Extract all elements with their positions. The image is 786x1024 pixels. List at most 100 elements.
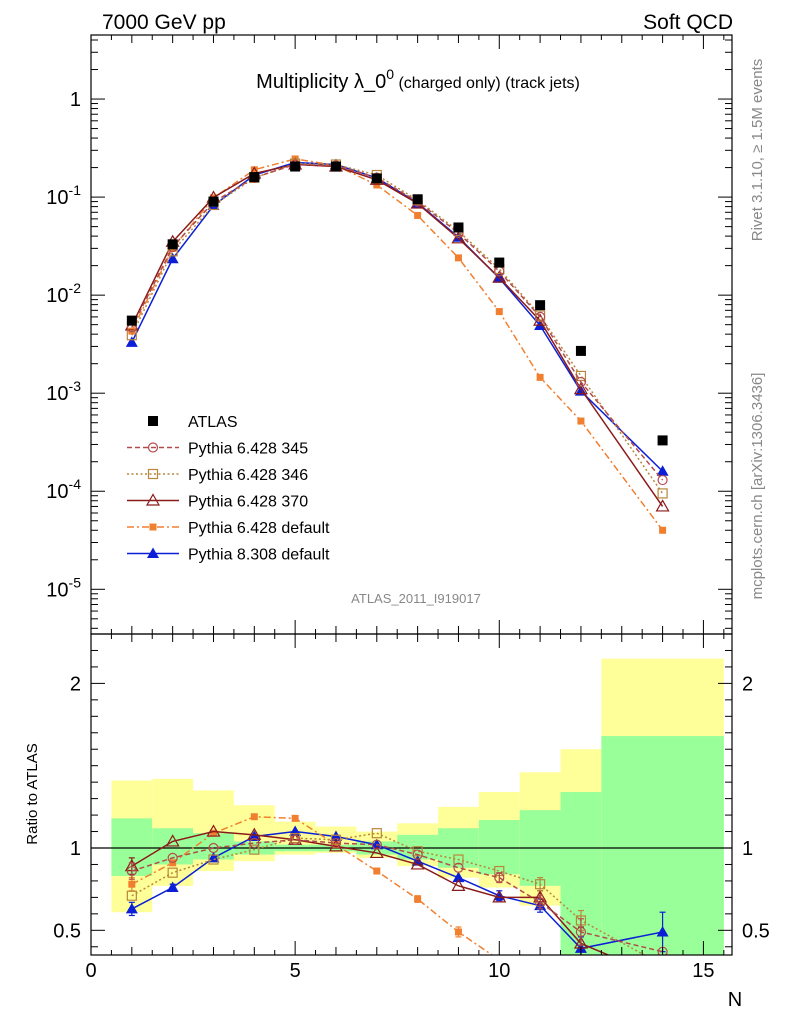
ratio-point: [371, 839, 382, 850]
ratio-point: [535, 897, 546, 908]
main-y-tick-label: 10-4: [46, 476, 81, 503]
ratio-series-group: [124, 813, 669, 986]
ratio-point: [369, 845, 384, 859]
ratio-y-tick-label-right: 2: [742, 673, 753, 695]
ratio-x-tick-label: 5: [290, 960, 301, 982]
chart-title: Multiplicity λ_00 (charged only) (track …: [256, 66, 580, 93]
ratio-point: [126, 865, 137, 877]
ratio-point: [250, 813, 258, 821]
data-point: [657, 474, 668, 486]
ratio-xlabel: N: [728, 989, 742, 1011]
ratio-point: [206, 824, 221, 837]
ratio-point: [328, 839, 344, 852]
main-y-tick-label: 10-1: [46, 182, 81, 209]
ratio-point: [373, 867, 381, 875]
ratio-point: [657, 972, 669, 983]
legend-marker: [145, 493, 161, 506]
uncertainty-band-inner: [478, 820, 520, 875]
data-point: [249, 172, 260, 183]
ratio-series-line: [131, 839, 663, 953]
ratio-point: [208, 842, 219, 854]
ratio-point: [167, 852, 178, 863]
ratio-point: [452, 871, 465, 883]
rivet-label: Rivet 3.1.10, ≥ 1.5M events: [749, 59, 766, 242]
data-point: [250, 166, 258, 174]
data-point: [414, 211, 422, 219]
ratio-point: [410, 857, 425, 870]
data-point: [495, 308, 503, 316]
ratio-x-tick-label: 10: [488, 960, 510, 982]
ratio-series-pythia-6-428-345: [126, 834, 668, 955]
ratio-panel: 0.5 0.5 1 1 2 2 0 5 10 15: [53, 633, 770, 986]
title-suffix: (charged only) (track jets): [394, 75, 580, 92]
data-point: [535, 300, 546, 311]
data-point: [208, 196, 219, 207]
data-point: [535, 311, 546, 322]
analysis-id: ATLAS_2011_I919017: [351, 591, 481, 606]
legend-item-pythia-8-308-default: Pythia 8.308 default: [127, 547, 330, 564]
ratio-point: [656, 925, 669, 937]
ratio-point: [249, 844, 260, 855]
ratio-point: [126, 890, 137, 901]
legend-item-pythia-6-428-370: Pythia 6.428 370: [127, 493, 308, 511]
data-point: [452, 231, 465, 242]
data-point: [453, 222, 464, 233]
ratio-point: [494, 872, 505, 883]
data-point: [166, 252, 179, 264]
main-y-tick-label: 10-5: [46, 574, 81, 601]
legend-item-pythia-6-428-345: Pythia 6.428 345: [127, 441, 308, 458]
data-point: [575, 345, 586, 356]
main-frame: [90, 34, 733, 635]
ratio-axes: 0.5 0.5 1 1 2 2 0 5 10 15: [53, 634, 770, 982]
ratio-point: [371, 828, 382, 839]
ratio-point: [537, 979, 544, 986]
data-point: [573, 381, 588, 395]
legend-label: Pythia 6.428 345: [188, 441, 308, 458]
ratio-ylabel: Ratio to ATLAS: [24, 743, 41, 844]
legend-marker: [149, 523, 157, 531]
legend-label: ATLAS: [188, 414, 238, 431]
data-point: [126, 330, 137, 341]
data-point: [412, 194, 423, 205]
series-pythia-6-428-370: [124, 157, 670, 512]
data-point: [451, 231, 466, 244]
data-point: [167, 239, 178, 250]
data-point: [494, 257, 505, 268]
data-point: [371, 173, 382, 184]
legend-label: Pythia 8.308 default: [188, 547, 330, 564]
ratio-point: [167, 867, 178, 878]
ratio-point: [330, 837, 342, 849]
data-point: [492, 270, 507, 283]
data-point: [290, 161, 301, 172]
main-y-tick-label: 10-3: [46, 378, 81, 405]
title-superscript: 0: [386, 66, 394, 82]
data-point: [577, 417, 585, 425]
header-left: 7000 GeV pp: [102, 11, 226, 34]
header-right: Soft QCD: [643, 11, 733, 34]
data-point: [655, 499, 670, 512]
main-panel: 10-5 10-4 10-3 10-2 10-1 1: [46, 34, 733, 635]
main-y-tick-label: 1: [70, 89, 81, 111]
ratio-point: [535, 879, 546, 890]
ratio-point: [166, 881, 179, 893]
data-point: [657, 488, 668, 499]
ratio-point: [577, 978, 584, 985]
ratio-point: [247, 827, 262, 840]
main-data-layer: [124, 155, 670, 534]
ratio-point: [125, 902, 138, 914]
data-point: [659, 526, 667, 534]
ratio-point: [248, 830, 261, 841]
data-point: [536, 373, 544, 381]
ratio-point: [454, 928, 462, 936]
mcplots-label: mcplots.cern.ch [arXiv:1306.3436]: [749, 373, 766, 600]
ratio-point: [330, 834, 342, 845]
ratio-data-layer: [124, 813, 669, 986]
legend-label: Pythia 6.428 default: [188, 520, 330, 537]
main-y-tick-label: 10-2: [46, 280, 81, 307]
main-axes: 10-5 10-4 10-3 10-2 10-1 1: [46, 35, 732, 634]
legend-item-pythia-6-428-346: Pythia 6.428 346: [127, 467, 308, 484]
legend-marker: [147, 468, 159, 480]
ratio-y-tick-label: 2: [70, 673, 81, 695]
ratio-y-tick-label: 1: [70, 838, 81, 860]
ratio-point: [249, 837, 260, 849]
